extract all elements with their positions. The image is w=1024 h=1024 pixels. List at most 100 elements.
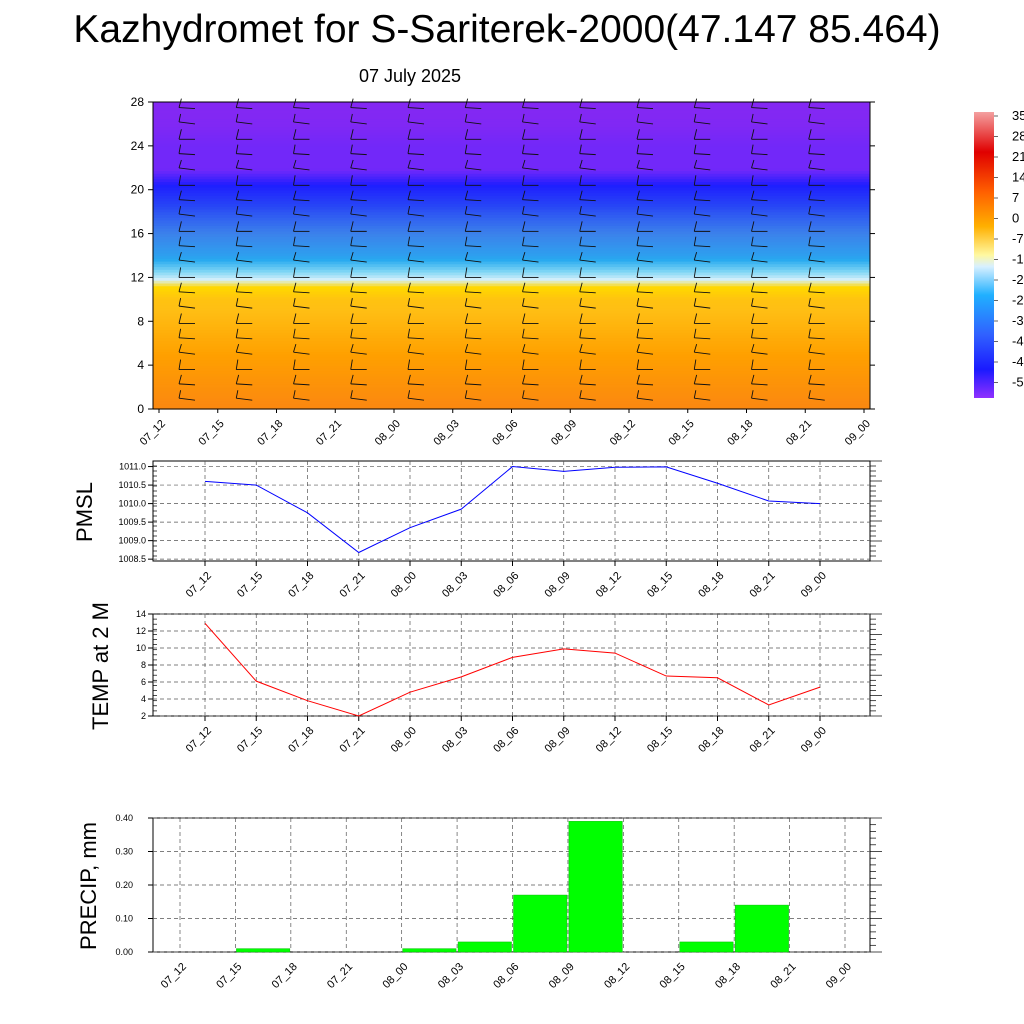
wind-barb xyxy=(636,107,654,110)
wind-barb xyxy=(293,305,310,309)
wind-barb xyxy=(579,199,596,202)
x-tick-label: 08_12 xyxy=(594,725,624,755)
panel-ylabel: PRECIP, mm xyxy=(76,822,101,950)
wind-barb xyxy=(350,267,353,278)
wind-barb xyxy=(293,98,297,108)
wind-barb xyxy=(808,351,825,355)
y-tick-label: 1011.0 xyxy=(119,462,146,472)
wind-barb xyxy=(350,107,367,110)
wind-barb xyxy=(407,213,425,217)
wind-barb xyxy=(407,313,411,324)
wind-barb xyxy=(236,107,253,110)
wind-barb xyxy=(636,337,654,340)
wind-barb xyxy=(579,113,582,123)
heatmap-band xyxy=(153,329,870,333)
wind-barb xyxy=(808,199,825,202)
colorbar-label: -4 xyxy=(1012,334,1024,349)
wind-barb xyxy=(178,221,182,232)
heatmap-band xyxy=(153,313,870,317)
heatmap-band xyxy=(153,269,870,273)
y-tick-label: 1009.0 xyxy=(118,536,146,546)
heatmap-band xyxy=(153,332,870,336)
x-tick-label: 07_18 xyxy=(286,725,316,755)
wind-barb xyxy=(694,245,711,248)
wind-barb xyxy=(350,175,353,186)
wind-barb xyxy=(808,121,825,125)
wind-barb xyxy=(693,344,698,353)
wind-barb xyxy=(522,236,525,246)
wind-barb xyxy=(178,121,196,125)
wind-barb xyxy=(407,374,411,384)
heatmap-band xyxy=(153,302,870,306)
wind-barb xyxy=(178,313,182,324)
wind-barb xyxy=(636,205,640,215)
wind-barb xyxy=(522,359,525,370)
wind-barb xyxy=(751,205,754,215)
wind-barb xyxy=(178,282,182,292)
wind-barb xyxy=(293,359,296,370)
wind-barb xyxy=(522,259,539,263)
wind-barb xyxy=(178,245,196,248)
wind-barb xyxy=(178,397,196,401)
y-tick-label: 14 xyxy=(136,609,146,619)
wind-barb xyxy=(235,221,240,232)
wind-barb xyxy=(808,221,812,232)
wind-barb xyxy=(465,167,482,171)
heatmap-band xyxy=(153,244,870,248)
wind-barb xyxy=(293,121,310,125)
wind-barb xyxy=(693,359,697,370)
wind-barb xyxy=(694,305,711,309)
wind-barb xyxy=(350,245,367,248)
wind-barb xyxy=(235,113,239,123)
wind-barb xyxy=(636,359,640,370)
wind-barb xyxy=(178,153,196,156)
heatmap-band xyxy=(153,345,870,350)
wind-barb xyxy=(579,129,583,140)
heatmap-x-tick-label: 08_18 xyxy=(725,418,755,448)
wind-barb xyxy=(464,282,469,292)
heatmap-band xyxy=(153,307,870,311)
wind-barb xyxy=(465,305,482,309)
wind-barb xyxy=(636,159,640,169)
heatmap-y-tick-label: 12 xyxy=(131,270,145,284)
wind-barb xyxy=(350,390,353,399)
wind-barb xyxy=(178,190,182,200)
wind-barb xyxy=(579,374,583,384)
wind-barb xyxy=(293,337,310,340)
x-tick-label: 07_18 xyxy=(270,961,300,991)
wind-barb xyxy=(178,251,182,261)
wind-barb xyxy=(751,199,768,202)
main-title: Kazhydromet for S-Sariterek-2000(47.147 … xyxy=(73,8,941,51)
wind-barb xyxy=(178,129,182,140)
wind-barb xyxy=(464,344,469,353)
wind-barb xyxy=(808,107,825,110)
wind-barb xyxy=(407,121,425,125)
heatmap-band xyxy=(153,214,870,218)
colorbar-label: 28 xyxy=(1012,129,1024,144)
precip-bar xyxy=(679,941,734,953)
wind-barb xyxy=(407,199,425,202)
wind-barb xyxy=(236,245,253,248)
wind-barb xyxy=(636,390,640,399)
wind-barb xyxy=(178,267,182,278)
wind-barb xyxy=(522,213,539,217)
wind-barb xyxy=(293,267,296,278)
wind-barb xyxy=(407,107,425,110)
wind-barb xyxy=(808,344,812,353)
wind-barb xyxy=(350,374,354,384)
x-tick-label: 08_12 xyxy=(602,961,632,991)
wind-barb xyxy=(693,159,698,169)
heatmap-band xyxy=(153,258,870,262)
wind-barb xyxy=(808,397,825,401)
wind-barb xyxy=(579,107,596,110)
wind-barb xyxy=(522,190,526,200)
colorbar-label: -5 xyxy=(1012,375,1024,390)
wind-barb xyxy=(751,374,755,384)
wind-barb xyxy=(407,251,411,261)
heatmap-band xyxy=(153,176,870,180)
wind-barb xyxy=(522,245,539,248)
heatmap-x-tick-label: 08_09 xyxy=(549,418,579,448)
x-tick-label: 09_00 xyxy=(824,961,854,991)
heatmap-band xyxy=(153,137,870,141)
